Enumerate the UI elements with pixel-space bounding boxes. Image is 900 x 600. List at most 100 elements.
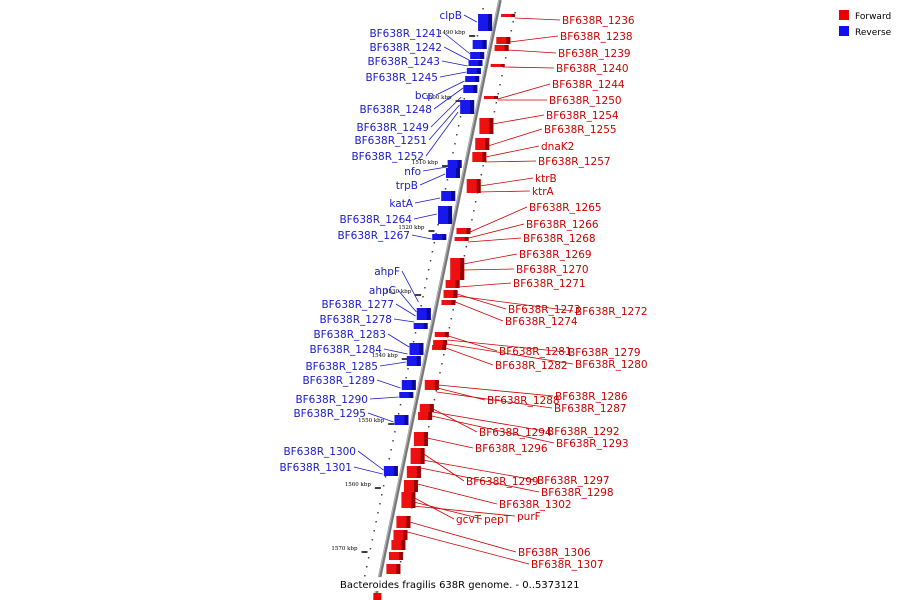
forward-leader-line — [484, 160, 537, 163]
reverse-gene — [470, 52, 485, 59]
forward-leader-line — [509, 35, 559, 43]
reverse-gene-label: BF638R_1248 — [359, 104, 432, 116]
reverse-gene — [447, 160, 462, 168]
reverse-gene-label: BF638R_1277 — [321, 299, 394, 311]
forward-leader-line — [485, 145, 540, 158]
forward-gene-label: BF638R_1294 — [479, 427, 552, 439]
forward-gene-label: BF638R_1239 — [558, 48, 631, 60]
forward-leader-line — [487, 128, 543, 147]
reverse-gene — [463, 85, 478, 93]
forward-gene — [419, 404, 434, 412]
forward-leader-line — [514, 17, 561, 21]
reverse-gene — [472, 40, 487, 49]
forward-gene — [496, 37, 511, 44]
forward-gene-label: BF638R_1269 — [519, 249, 592, 261]
scale-tick-label: 1490 kbp — [439, 30, 466, 36]
forward-gene-label: BF638R_1244 — [552, 79, 625, 91]
forward-gene — [433, 340, 448, 345]
reverse-gene — [383, 466, 398, 476]
forward-gene-label: ktrA — [532, 186, 555, 198]
scale-tick-label: 1570 kbp — [331, 546, 358, 552]
legend-forward-label: Forward — [855, 12, 891, 22]
scale-tick-label: 1510 kbp — [412, 160, 439, 166]
reverse-gene — [413, 323, 428, 329]
scale-tick-label: 1500 kbp — [425, 95, 452, 101]
forward-gene — [393, 530, 408, 540]
forward-gene-label: BF638R_1272 — [575, 306, 648, 318]
reverse-gene — [445, 168, 460, 178]
reverse-gene-label: katA — [389, 198, 413, 210]
forward-gene-label: pepT — [484, 514, 511, 526]
forward-gene — [501, 14, 516, 17]
forward-gene-label: BF638R_1306 — [518, 547, 591, 559]
forward-gene-label: dnaK2 — [541, 141, 574, 153]
forward-leader-line — [504, 66, 555, 69]
reverse-leader-line — [413, 213, 437, 220]
forward-gene-label: BF638R_1299 — [466, 476, 539, 488]
forward-leader-line — [456, 295, 574, 312]
forward-gene — [418, 412, 433, 420]
forward-gene-label: ktrB — [535, 173, 557, 185]
reverse-gene-label: BF638R_1241 — [369, 28, 442, 40]
forward-leader-line — [420, 467, 540, 493]
reverse-gene-label: ahpC — [369, 285, 396, 297]
forward-leader-line — [412, 505, 516, 517]
reverse-leader-line — [411, 234, 432, 240]
scale-tick-label: 1540 kbp — [372, 353, 399, 359]
reverse-leader-line — [387, 333, 410, 348]
reverse-leader-line — [367, 412, 394, 423]
forward-leader-line — [497, 83, 551, 100]
forward-gene — [386, 564, 401, 574]
forward-leader-line — [492, 114, 545, 125]
reverse-gene-label: BF638R_1243 — [367, 56, 440, 68]
forward-leader-line — [413, 501, 483, 520]
forward-gene-label: BF638R_1288 — [487, 395, 560, 407]
scale-tick-label: 1560 kbp — [345, 482, 372, 488]
reverse-leader-line — [435, 80, 465, 96]
reverse-leader-line — [425, 111, 459, 157]
reverse-gene — [465, 76, 480, 82]
scale-tick-label: 1550 kbp — [358, 418, 385, 424]
reverse-leader-line — [414, 197, 441, 204]
reverse-leader-line — [401, 270, 419, 303]
forward-gene-label: BF638R_1302 — [499, 499, 572, 511]
forward-gene — [373, 593, 382, 600]
reverse-leader-line — [393, 318, 415, 323]
reverse-gene — [441, 191, 456, 201]
reverse-gene-label: BF638R_1249 — [356, 122, 429, 134]
forward-gene-label: BF638R_1271 — [513, 278, 586, 290]
forward-gene-label: BF638R_1273 — [508, 304, 581, 316]
forward-leader-line — [414, 497, 455, 520]
reverse-gene-label: BF638R_1264 — [339, 214, 412, 226]
forward-leader-line — [417, 483, 498, 505]
reverse-gene — [394, 415, 409, 425]
forward-leader-line — [479, 177, 534, 187]
forward-leader-line — [467, 237, 522, 243]
forward-gene-label: BF638R_1296 — [475, 443, 548, 455]
forward-gene — [490, 64, 505, 67]
reverse-gene-label: BF638R_1278 — [319, 314, 392, 326]
forward-leader-line — [457, 293, 507, 310]
forward-gene-label: BF638R_1266 — [526, 219, 599, 231]
forward-gene-label: BF638R_1265 — [529, 202, 602, 214]
forward-leader-line — [463, 253, 518, 265]
scale-tick-label: 1520 kbp — [398, 225, 425, 231]
forward-gene — [472, 152, 487, 162]
forward-gene — [456, 228, 471, 234]
reverse-gene — [466, 68, 481, 74]
reverse-gene — [468, 60, 483, 66]
forward-gene-label: BF638R_1257 — [538, 156, 611, 168]
forward-gene-label: BF638R_1292 — [547, 426, 620, 438]
forward-leader-line — [468, 223, 525, 239]
forward-gene-label: BF638R_1281 — [499, 346, 572, 358]
forward-gene — [434, 332, 449, 337]
forward-gene-label: BF638R_1268 — [523, 233, 596, 245]
reverse-gene-label: BF638R_1267 — [337, 230, 410, 242]
reverse-leader-line — [433, 87, 464, 110]
legend-reverse-label: Reverse — [855, 28, 892, 38]
forward-gene — [391, 540, 406, 550]
reverse-leader-line — [428, 104, 460, 141]
forward-leader-line — [458, 282, 512, 288]
reverse-leader-line — [419, 173, 446, 186]
